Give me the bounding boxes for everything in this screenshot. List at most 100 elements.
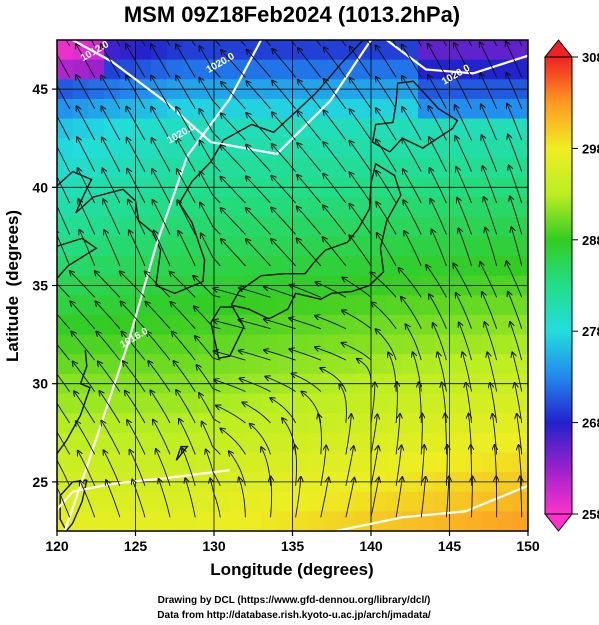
- coastline-segment: [57, 170, 154, 234]
- field-cell: [104, 354, 121, 375]
- field-cell: [166, 354, 184, 375]
- field-cell: [496, 138, 513, 159]
- streamline: [462, 352, 472, 392]
- field-cell: [339, 98, 356, 120]
- field-cell: [135, 354, 152, 375]
- field-cell: [229, 40, 246, 61]
- streamline: [376, 46, 397, 78]
- field-cell: [57, 138, 74, 159]
- field-cell: [323, 314, 341, 336]
- streamline: [376, 77, 397, 109]
- streamline: [376, 171, 397, 204]
- field-cell: [182, 256, 199, 277]
- streamline: [456, 167, 472, 204]
- streamline: [194, 306, 221, 330]
- streamline: [57, 402, 70, 424]
- field-cell: [480, 295, 498, 316]
- coastline-segment: [223, 40, 364, 141]
- field-cell: [496, 236, 513, 257]
- field-cell: [496, 393, 513, 414]
- streamline: [121, 302, 146, 329]
- field-cell: [245, 59, 262, 80]
- streamline: [413, 352, 422, 392]
- streamline: [246, 176, 271, 204]
- field-cell: [57, 98, 74, 120]
- field-cell: [339, 354, 356, 375]
- streamline: [242, 403, 271, 424]
- streamline: [216, 406, 246, 424]
- streamline: [265, 40, 271, 47]
- temperature-field: [57, 40, 528, 531]
- field-cell: [198, 314, 215, 336]
- field-cell: [308, 236, 325, 257]
- field-cell: [402, 295, 419, 316]
- streamline: [71, 332, 96, 361]
- streamline: [153, 200, 171, 235]
- streamline: [324, 47, 347, 78]
- streamline: [402, 107, 422, 141]
- field-cell: [72, 393, 89, 414]
- field-cell: [512, 236, 528, 257]
- field-cell: [135, 432, 152, 454]
- field-cell: [104, 40, 121, 61]
- field-cell: [465, 157, 482, 179]
- field-cell: [292, 511, 309, 531]
- streamline: [178, 231, 196, 267]
- coastline-segment: [210, 306, 245, 359]
- field-cell: [119, 157, 137, 179]
- field-cell: [323, 138, 341, 159]
- field-cell: [119, 295, 137, 316]
- streamline: [76, 75, 96, 109]
- field-cell: [276, 256, 294, 277]
- streamline: [456, 293, 472, 329]
- streamline: [246, 208, 271, 235]
- field-cell: [261, 157, 278, 179]
- x-axis-label: Longitude (degrees): [210, 560, 373, 579]
- streamline: [57, 53, 70, 78]
- field-cell: [88, 452, 105, 473]
- field-cell: [339, 256, 356, 277]
- field-cell: [402, 413, 419, 434]
- field-cell: [135, 334, 152, 355]
- streamline: [197, 365, 221, 393]
- field-cell: [323, 354, 341, 375]
- field-cell: [135, 197, 152, 218]
- field-cell: [371, 216, 388, 237]
- field-cell: [465, 256, 482, 277]
- field-cell: [151, 59, 168, 80]
- field-cell: [480, 40, 498, 61]
- field-cell: [229, 138, 246, 159]
- streamline: [213, 320, 246, 330]
- streamline: [102, 138, 121, 172]
- streamline: [459, 228, 472, 267]
- field-cell: [465, 393, 482, 414]
- field-cell: [496, 314, 513, 336]
- field-cell: [418, 432, 435, 454]
- field-cell: [512, 216, 528, 237]
- streamline: [221, 145, 246, 172]
- streamline: [77, 137, 96, 172]
- streamline: [221, 82, 246, 110]
- field-cell: [402, 138, 419, 159]
- field-cell: [355, 236, 372, 257]
- field-cell: [88, 511, 105, 531]
- field-cell: [433, 256, 451, 277]
- streamline: [472, 476, 473, 518]
- field-cell: [480, 354, 498, 375]
- streamline: [130, 450, 146, 486]
- field-cell: [449, 295, 466, 316]
- streamline: [459, 323, 472, 361]
- field-cell: [402, 98, 419, 120]
- field-cell: [245, 511, 262, 531]
- field-cell: [182, 138, 199, 159]
- streamline: [520, 477, 522, 518]
- streamline: [57, 343, 70, 361]
- streamline: [199, 46, 221, 78]
- field-cell: [276, 393, 294, 414]
- streamline: [430, 199, 447, 235]
- field-cell: [465, 314, 482, 336]
- field-cell: [104, 413, 121, 434]
- streamline: [179, 419, 196, 455]
- streamline: [152, 169, 171, 204]
- field-cell: [88, 118, 105, 139]
